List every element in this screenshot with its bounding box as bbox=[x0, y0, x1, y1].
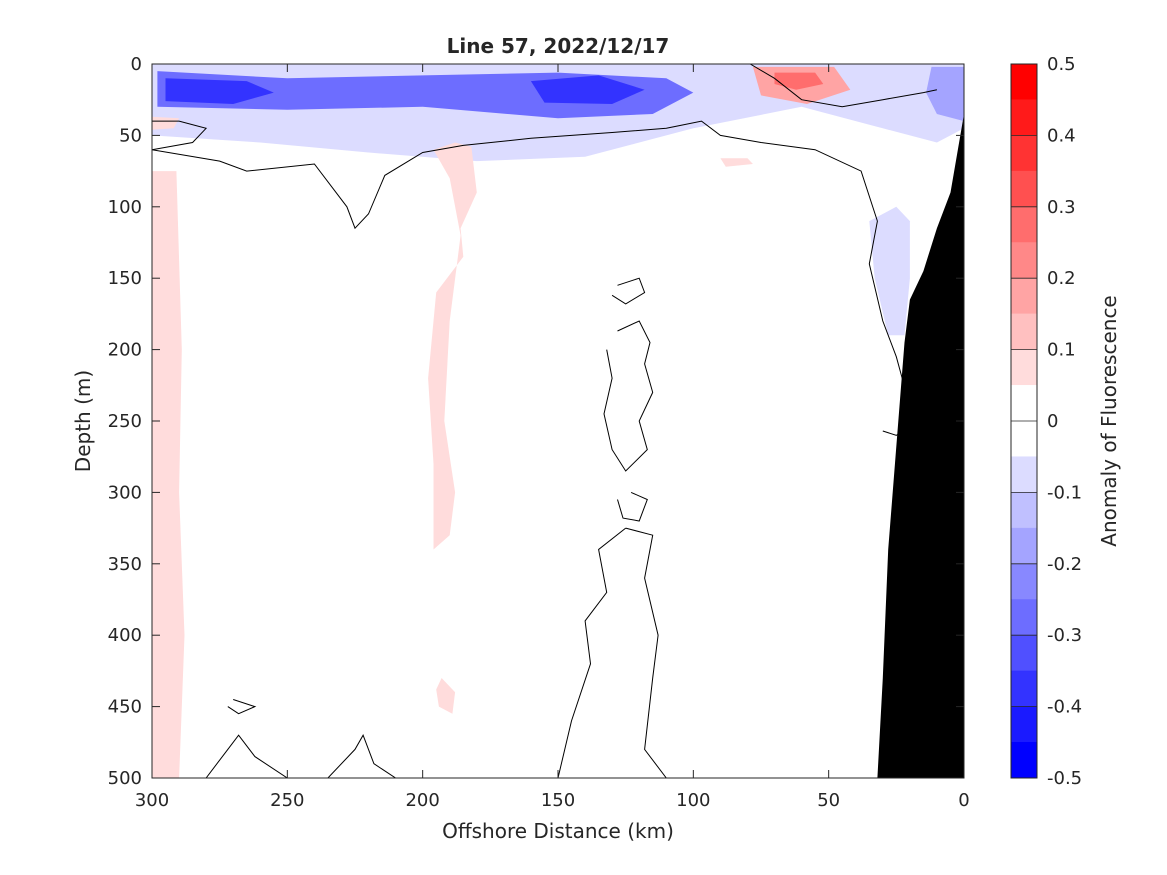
y-tick-label: 250 bbox=[108, 411, 142, 432]
zero-contour-line bbox=[617, 491, 648, 522]
y-tick-label: 450 bbox=[108, 697, 142, 718]
x-tick-label: 0 bbox=[958, 790, 969, 811]
colorbar-swatch bbox=[1010, 313, 1038, 350]
zero-contour-line bbox=[152, 120, 208, 151]
colorbar-swatch bbox=[1010, 349, 1038, 386]
y-tick-label: 0 bbox=[131, 54, 142, 75]
x-tick-label: 200 bbox=[405, 790, 439, 811]
colorbar-swatch bbox=[1010, 99, 1038, 136]
y-tick-label: 50 bbox=[119, 125, 142, 146]
colorbar-swatch bbox=[1010, 742, 1038, 779]
left-surface-positive bbox=[152, 116, 180, 130]
seafloor-bathymetry bbox=[877, 114, 964, 778]
zero-contour-line bbox=[327, 734, 396, 778]
colorbar-tick-label: 0.2 bbox=[1047, 268, 1076, 289]
positive-column-mid bbox=[428, 142, 477, 550]
x-axis: 300 250 200 150 100 50 0 bbox=[135, 64, 970, 811]
colorbar-tick-label: 0.5 bbox=[1047, 54, 1076, 75]
colorbar-label: Anomaly of Fluorescence bbox=[1097, 295, 1121, 546]
x-tick-label: 100 bbox=[676, 790, 710, 811]
colorbar-swatch bbox=[1010, 706, 1038, 743]
y-tick-label: 300 bbox=[108, 482, 142, 503]
y-tick-label: 400 bbox=[108, 625, 142, 646]
zero-contour-line bbox=[227, 699, 257, 715]
zero-contour-line bbox=[625, 527, 667, 778]
colorbar-swatch bbox=[1010, 527, 1038, 565]
zero-contour-line bbox=[557, 527, 627, 778]
x-tick-label: 50 bbox=[817, 790, 840, 811]
y-tick-label: 500 bbox=[108, 768, 142, 789]
x-axis-label: Offshore Distance (km) bbox=[442, 819, 674, 843]
surface-negative-strong bbox=[165, 78, 274, 104]
colorbar-swatch bbox=[1010, 63, 1038, 100]
colorbar-swatch bbox=[1010, 420, 1038, 457]
colorbar-tick-label: -0.3 bbox=[1047, 625, 1082, 646]
colorbar-swatch bbox=[1010, 277, 1038, 315]
colorbar-tick-label: -0.5 bbox=[1047, 768, 1082, 789]
colorbar-swatch bbox=[1010, 563, 1038, 600]
colorbar-swatch bbox=[1010, 634, 1038, 672]
x-tick-label: 250 bbox=[270, 790, 304, 811]
zero-contour-line bbox=[749, 64, 938, 108]
colorbar-tick-label: -0.4 bbox=[1047, 697, 1082, 718]
colorbar: 0.5 0.4 0.3 0.2 0.1 0 -0.1 -0.2 -0.3 -0.4 -0.5 bbox=[1010, 54, 1082, 789]
positive-spot bbox=[720, 158, 753, 167]
surface-positive-core bbox=[774, 72, 824, 90]
colorbar-tick-label: 0 bbox=[1047, 411, 1058, 432]
shelf-negative-patch bbox=[869, 206, 910, 336]
positive-column-left bbox=[152, 171, 185, 778]
colorbar-swatch bbox=[1010, 670, 1038, 707]
right-surface-negative bbox=[926, 66, 964, 122]
y-tick-label: 350 bbox=[108, 554, 142, 575]
colorbar-tick-label: 0.4 bbox=[1047, 125, 1076, 146]
colorbar-swatch bbox=[1010, 492, 1038, 529]
x-tick-label: 300 bbox=[135, 790, 169, 811]
zero-contour-line bbox=[611, 277, 646, 305]
chart-title: Line 57, 2022/12/17 bbox=[447, 34, 670, 58]
colorbar-tick-label: 0.3 bbox=[1047, 197, 1076, 218]
y-tick-label: 200 bbox=[108, 340, 142, 361]
colorbar-swatch bbox=[1010, 599, 1038, 636]
colorbar-swatch bbox=[1010, 206, 1038, 243]
colorbar-tick-label: -0.1 bbox=[1047, 482, 1082, 503]
zero-contour-line bbox=[205, 734, 288, 778]
plot-area bbox=[152, 64, 964, 778]
colorbar-tick-label: 0.1 bbox=[1047, 340, 1076, 361]
y-axis-label: Depth (m) bbox=[71, 370, 95, 472]
colorbar-swatch bbox=[1010, 456, 1038, 493]
x-tick-label: 150 bbox=[541, 790, 575, 811]
surface-negative-strong bbox=[530, 75, 645, 104]
colorbar-swatch bbox=[1010, 242, 1038, 279]
colorbar-swatch bbox=[1010, 385, 1038, 422]
y-tick-label: 150 bbox=[108, 268, 142, 289]
colorbar-tick-label: -0.2 bbox=[1047, 554, 1082, 575]
zero-contour-line bbox=[603, 320, 654, 472]
y-tick-label: 100 bbox=[108, 197, 142, 218]
colorbar-swatch bbox=[1010, 170, 1038, 208]
colorbar-swatch bbox=[1010, 135, 1038, 172]
positive-spot bbox=[436, 678, 456, 714]
zero-contour-line bbox=[152, 120, 921, 393]
y-axis: 0 50 100 150 200 250 300 350 400 450 500 bbox=[108, 54, 964, 789]
